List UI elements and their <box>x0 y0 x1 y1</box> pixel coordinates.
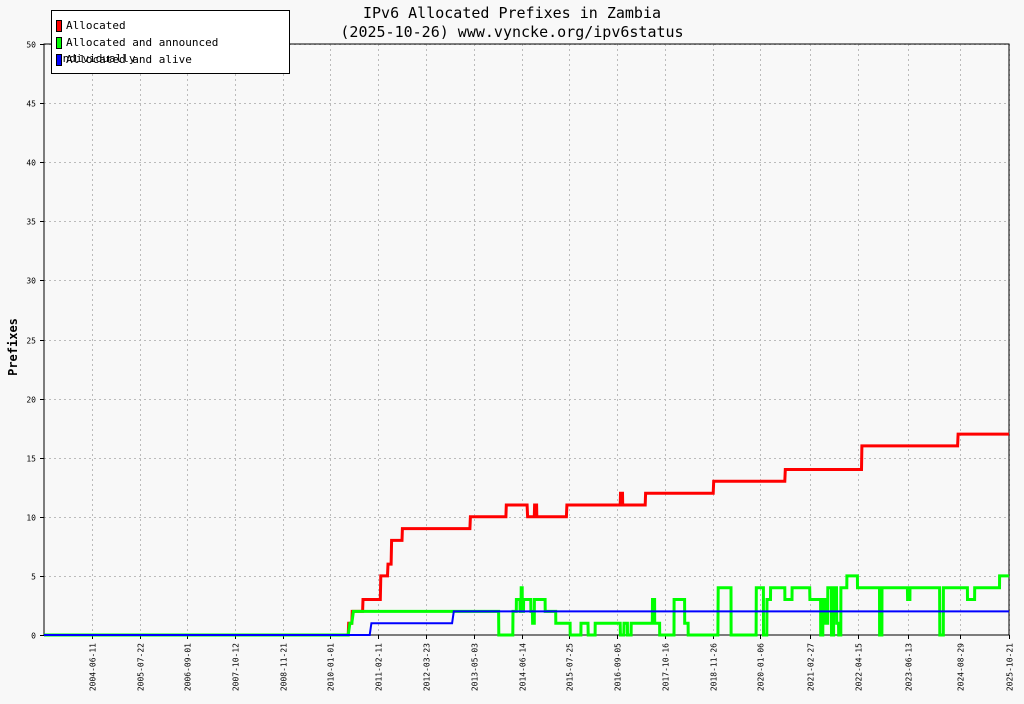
x-tick-label: 2025-10-21 <box>1006 643 1015 691</box>
y-tick-label: 35 <box>26 218 36 227</box>
x-tick-label: 2015-07-25 <box>566 643 575 691</box>
y-tick-label: 50 <box>26 41 36 50</box>
legend-entry-allocated: Allocated <box>56 18 126 34</box>
y-tick-label: 45 <box>26 100 36 109</box>
series-line-announced <box>44 574 1009 637</box>
x-tick-label: 2006-09-01 <box>184 643 193 691</box>
x-tick-label: 2011-02-11 <box>375 643 384 691</box>
legend-label-announced: Allocated and announced individually <box>56 36 219 65</box>
y-tick-label: 5 <box>31 573 36 582</box>
x-tick-label: 2005-07-22 <box>137 643 146 691</box>
x-tick-label: 2020-01-06 <box>757 643 766 691</box>
chart-title: IPv6 Allocated Prefixes in Zambia <box>362 4 661 22</box>
legend-entry-announced: Allocated and announced individually <box>56 35 289 65</box>
x-tick-label: 2017-10-16 <box>662 643 671 691</box>
x-tick-label: 2004-06-11 <box>89 643 98 691</box>
plot-frame <box>43 43 1010 636</box>
x-tick-label: 2022-04-15 <box>855 643 864 691</box>
y-tick-label: 20 <box>26 396 36 405</box>
y-tick-label: 0 <box>31 632 36 641</box>
chart-subtitle: (2025-10-26) www.vyncke.org/ipv6status <box>340 23 684 41</box>
y-tick-label: 30 <box>26 277 36 286</box>
x-tick-label: 2021-02-27 <box>807 643 816 691</box>
y-tick-label: 10 <box>26 514 36 523</box>
legend-swatch-allocated <box>56 20 62 32</box>
x-tick-label: 2008-11-21 <box>280 643 289 691</box>
x-tick-label: 2023-06-13 <box>905 643 914 691</box>
x-tick-label: 2014-06-14 <box>519 643 528 691</box>
x-tick-label: 2013-05-03 <box>471 643 480 691</box>
legend-swatch-alive <box>56 54 62 66</box>
legend: Allocated Allocated and announced indivi… <box>51 10 290 74</box>
x-tick-label: 2018-11-26 <box>710 643 719 691</box>
x-tick-label: 2012-03-23 <box>423 643 432 691</box>
y-tick-label: 15 <box>26 455 36 464</box>
legend-swatch-announced <box>56 37 62 49</box>
y-tick-label: 25 <box>26 337 36 346</box>
series-line-allocated <box>44 432 1009 637</box>
legend-label-allocated: Allocated <box>66 19 126 32</box>
x-tick-label: 2007-10-12 <box>232 643 241 691</box>
legend-label-alive: Allocated and alive <box>66 53 192 66</box>
x-tick-label: 2024-08-29 <box>957 643 966 691</box>
x-tick-label: 2016-09-05 <box>614 643 623 691</box>
y-axis-label: Prefixes <box>6 318 20 376</box>
x-tick-label: 2010-01-01 <box>327 643 336 691</box>
y-tick-label: 40 <box>26 159 36 168</box>
series-line-alive <box>44 610 1009 636</box>
legend-entry-alive: Allocated and alive <box>56 52 192 68</box>
